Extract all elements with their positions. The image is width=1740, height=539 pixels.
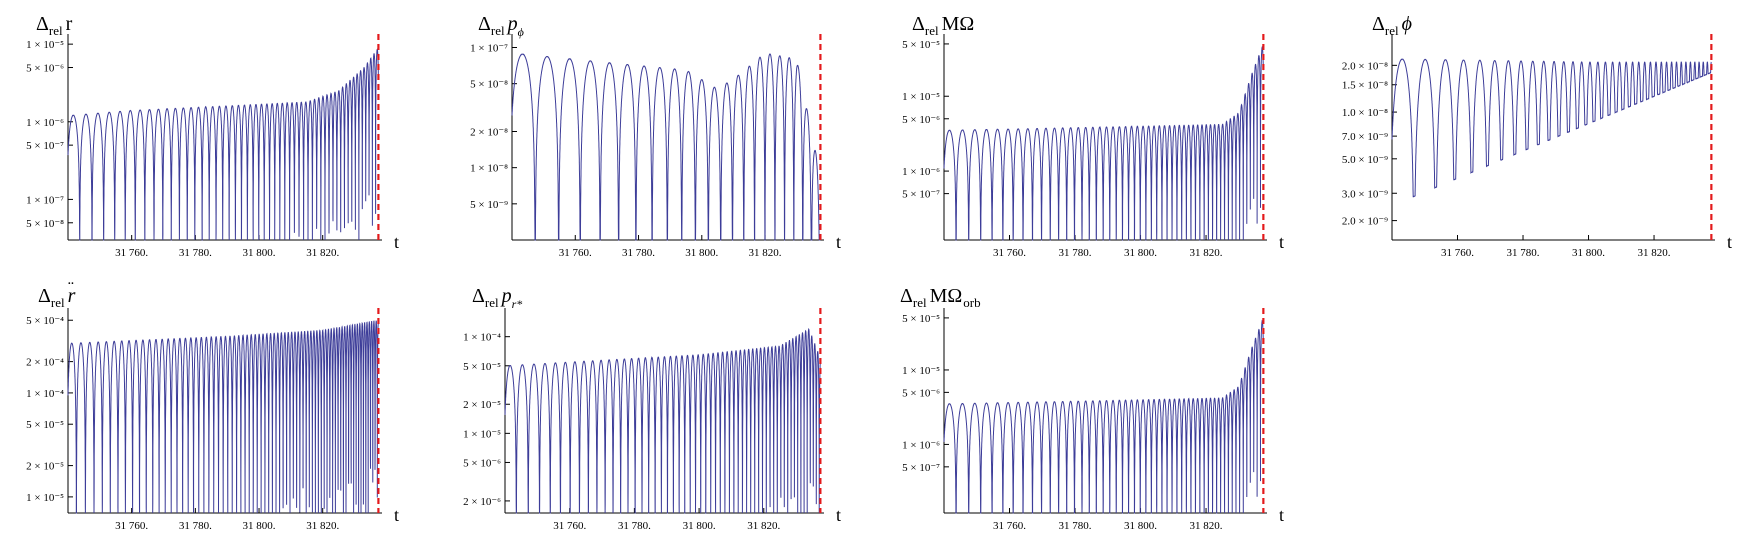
- x-tick-label-dmomega: 31 780.: [1059, 247, 1092, 259]
- x-tick-label-dphi: 31 800.: [1572, 247, 1605, 259]
- y-tick-label-dphi: 2.0 × 10⁻⁸: [1342, 60, 1388, 72]
- y-tick-label-dmomega: 1 × 10⁻⁵: [902, 91, 940, 103]
- x-tick-label-dpphi: 31 780.: [622, 247, 655, 259]
- x-tick-label-drddot: 31 800.: [243, 520, 276, 532]
- x-tick-label-dr: 31 820.: [306, 247, 339, 259]
- y-tick-label-dmomegaorb: 5 × 10⁻⁶: [902, 387, 940, 399]
- x-tick-label-dmomegaorb: 31 820.: [1190, 520, 1223, 532]
- x-axis-label-dprstar: t: [836, 505, 841, 525]
- series-line-dprstar: [504, 327, 821, 514]
- x-tick-label-dprstar: 31 780.: [618, 520, 651, 532]
- y-tick-label-dmomega: 1 × 10⁻⁶: [902, 166, 940, 178]
- x-tick-label-dr: 31 760.: [115, 247, 148, 259]
- y-tick-label-dphi: 1.0 × 10⁻⁸: [1342, 107, 1388, 119]
- panel-title-dphi: Δrel ϕ: [1372, 13, 1412, 38]
- x-tick-label-dpphi: 31 760.: [559, 247, 592, 259]
- x-tick-label-drddot: 31 820.: [306, 520, 339, 532]
- panel-title-dprstar: Δrel pr*: [472, 285, 523, 311]
- x-tick-label-dr: 31 780.: [179, 247, 212, 259]
- y-tick-label-dmomega: 5 × 10⁻⁵: [902, 39, 940, 51]
- y-tick-label-dphi: 2.0 × 10⁻⁹: [1342, 216, 1388, 228]
- y-tick-label-dmomegaorb: 5 × 10⁻⁵: [902, 313, 940, 325]
- y-tick-label-dmomega: 5 × 10⁻⁶: [902, 114, 940, 126]
- y-tick-label-dprstar: 5 × 10⁻⁵: [463, 361, 501, 373]
- y-tick-label-dmomegaorb: 5 × 10⁻⁷: [902, 462, 940, 474]
- y-tick-label-drddot: 5 × 10⁻⁴: [26, 315, 64, 327]
- y-tick-label-dprstar: 2 × 10⁻⁶: [463, 496, 501, 508]
- y-tick-label-dmomegaorb: 1 × 10⁻⁶: [902, 439, 940, 451]
- y-tick-label-dr: 1 × 10⁻⁵: [26, 39, 64, 51]
- series-line-dmomega: [943, 46, 1264, 241]
- x-tick-label-dmomega: 31 820.: [1190, 247, 1223, 259]
- panel-title-dr: Δrel r: [36, 13, 73, 38]
- y-tick-label-dphi: 1.5 × 10⁻⁸: [1342, 80, 1388, 92]
- y-tick-label-dphi: 3.0 × 10⁻⁹: [1342, 188, 1388, 200]
- y-tick-label-dmomega: 5 × 10⁻⁷: [902, 189, 940, 201]
- y-tick-label-drddot: 1 × 10⁻⁴: [26, 388, 64, 400]
- x-axis-label-dpphi: t: [836, 232, 841, 252]
- y-tick-label-dprstar: 2 × 10⁻⁵: [463, 399, 501, 411]
- y-tick-label-dprstar: 5 × 10⁻⁶: [463, 457, 501, 469]
- x-axis-label-dr: t: [394, 232, 399, 252]
- x-tick-label-dmomegaorb: 31 780.: [1059, 520, 1092, 532]
- x-tick-label-dphi: 31 780.: [1507, 247, 1540, 259]
- panel-title-dmomegaorb: Δrel MΩorb: [900, 285, 981, 310]
- x-tick-label-dr: 31 800.: [243, 247, 276, 259]
- x-axis-label-dmomega: t: [1279, 232, 1284, 252]
- y-tick-label-dr: 5 × 10⁻⁷: [26, 140, 64, 152]
- x-tick-label-dprstar: 31 760.: [553, 520, 586, 532]
- x-tick-label-dpphi: 31 800.: [685, 247, 718, 259]
- x-axis-label-dmomegaorb: t: [1279, 505, 1284, 525]
- y-tick-label-dr: 1 × 10⁻⁷: [26, 194, 64, 206]
- y-tick-label-dprstar: 1 × 10⁻⁴: [463, 332, 501, 344]
- y-tick-label-dpphi: 5 × 10⁻⁹: [470, 199, 508, 211]
- y-tick-label-dpphi: 1 × 10⁻⁸: [470, 163, 508, 175]
- x-tick-label-dprstar: 31 800.: [683, 520, 716, 532]
- x-axis-label-drddot: t: [394, 505, 399, 525]
- y-tick-label-dphi: 7.0 × 10⁻⁹: [1342, 131, 1388, 143]
- series-line-dr: [67, 48, 379, 241]
- y-tick-label-dr: 5 × 10⁻⁶: [26, 63, 64, 75]
- series-line-dphi: [1391, 58, 1712, 198]
- x-tick-label-dphi: 31 760.: [1441, 247, 1474, 259]
- y-tick-label-dpphi: 5 × 10⁻⁸: [470, 79, 508, 91]
- y-tick-label-dpphi: 2 × 10⁻⁸: [470, 126, 508, 138]
- x-tick-label-dprstar: 31 820.: [747, 520, 780, 532]
- x-tick-label-dmomegaorb: 31 800.: [1124, 520, 1157, 532]
- y-tick-label-dmomegaorb: 1 × 10⁻⁵: [902, 365, 940, 377]
- y-tick-label-drddot: 1 × 10⁻⁵: [26, 492, 64, 504]
- x-tick-label-drddot: 31 780.: [179, 520, 212, 532]
- y-tick-label-drddot: 5 × 10⁻⁵: [26, 419, 64, 431]
- x-tick-label-drddot: 31 760.: [115, 520, 148, 532]
- panel-title-dmomega: Δrel MΩ: [912, 13, 975, 38]
- x-tick-label-dpphi: 31 820.: [749, 247, 782, 259]
- y-tick-label-drddot: 2 × 10⁻⁵: [26, 461, 64, 473]
- panel-title-dpphi: Δrel pϕ: [478, 13, 524, 39]
- x-tick-label-dmomegaorb: 31 760.: [993, 520, 1026, 532]
- series-line-dmomegaorb: [943, 319, 1264, 514]
- y-tick-label-dr: 5 × 10⁻⁸: [26, 218, 64, 230]
- x-tick-label-dmomega: 31 800.: [1124, 247, 1157, 259]
- y-tick-label-dphi: 5.0 × 10⁻⁹: [1342, 154, 1388, 166]
- x-tick-label-dphi: 31 820.: [1638, 247, 1671, 259]
- y-tick-label-dpphi: 1 × 10⁻⁷: [470, 43, 508, 55]
- y-tick-label-dr: 1 × 10⁻⁶: [26, 117, 64, 129]
- x-tick-label-dmomega: 31 760.: [993, 247, 1026, 259]
- y-tick-label-drddot: 2 × 10⁻⁴: [26, 357, 64, 369]
- series-line-drddot: [67, 320, 379, 514]
- y-tick-label-dprstar: 1 × 10⁻⁵: [463, 428, 501, 440]
- series-line-dpphi: [511, 53, 821, 241]
- x-axis-label-dphi: t: [1727, 232, 1732, 252]
